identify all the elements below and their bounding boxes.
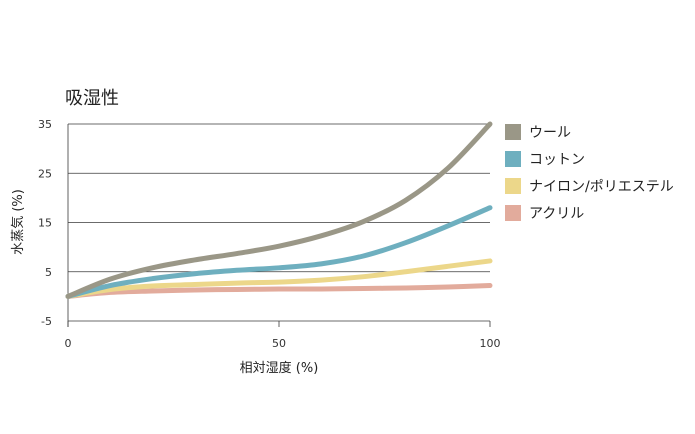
series-line-2	[65, 205, 493, 299]
series-line-1	[65, 121, 493, 299]
x-tick-label: 100	[480, 337, 501, 350]
axes: 35 25 15 5 -5 0 50 100	[38, 118, 501, 350]
legend-swatch	[505, 205, 521, 221]
x-axis-title: 相対湿度 (%)	[240, 360, 319, 376]
y-tick-label: 25	[38, 167, 52, 180]
y-tick-label: -5	[41, 315, 52, 328]
legend-label: コットン	[529, 152, 585, 168]
y-tick-label: 5	[45, 266, 52, 279]
y-tick-label: 35	[38, 118, 52, 131]
series-lines	[65, 121, 493, 299]
legend-label: ウール	[529, 125, 571, 141]
series-line-4	[65, 283, 493, 299]
series-line-3	[65, 258, 493, 299]
legend-swatch	[505, 178, 521, 194]
x-tick-label: 0	[65, 337, 72, 350]
legend-label: アクリル	[529, 206, 584, 222]
y-tick-label: 15	[38, 217, 52, 230]
chart-title: 吸湿性	[65, 88, 119, 109]
x-tick-label: 50	[272, 337, 286, 350]
y-axis-title: 水蒸気 (%)	[10, 189, 26, 255]
legend-label: ナイロン/ポリエステル	[529, 179, 674, 195]
legend-swatch	[505, 151, 521, 167]
legend-swatch	[505, 124, 521, 140]
